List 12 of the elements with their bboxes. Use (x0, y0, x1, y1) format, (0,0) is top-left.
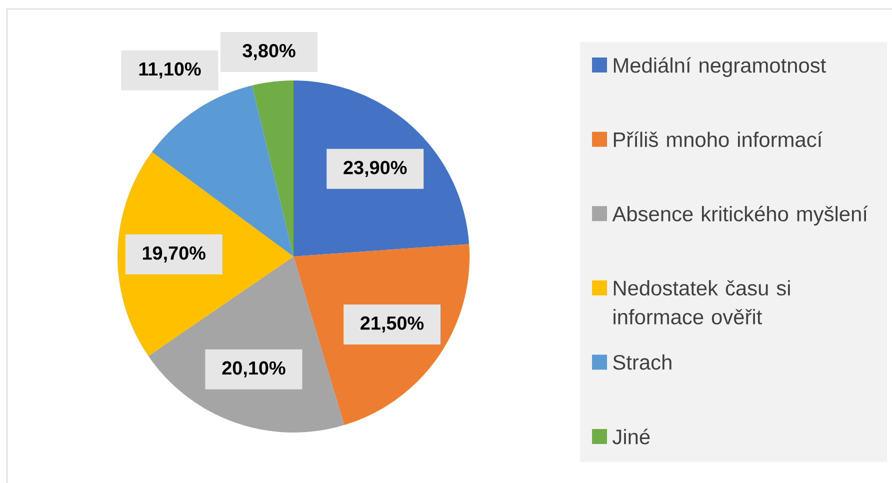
data-label: 23,90% (344, 160, 407, 177)
legend-label: Mediální negramotnost (614, 57, 826, 77)
data-label: 11,10% (139, 62, 201, 78)
data-label: 19,70% (142, 246, 206, 262)
data-label: 21,50% (360, 316, 424, 333)
legend-label: Strach (613, 354, 672, 370)
data-label: 3,80% (242, 44, 296, 60)
data-label: 20,10% (222, 361, 286, 378)
legend-label: Příliš mnoho informací (614, 131, 823, 148)
legend-label: Nedostatek času si informace ověřit (614, 280, 790, 324)
legend-label: Jiné (612, 428, 650, 444)
legend-label: Absence kritického myšlení (612, 206, 868, 226)
